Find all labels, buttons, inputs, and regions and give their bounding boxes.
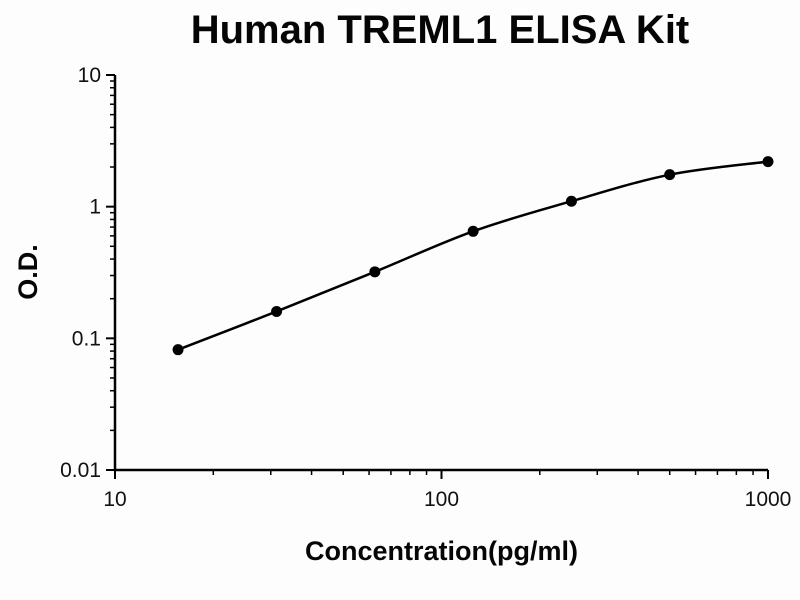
data-point — [664, 169, 676, 181]
data-point — [271, 305, 283, 317]
data-point — [762, 156, 774, 168]
x-tick-label: 10 — [103, 488, 126, 511]
data-point — [467, 225, 479, 237]
x-tick-label: 100 — [424, 488, 459, 511]
chart-title: Human TREML1 ELISA Kit — [190, 8, 690, 52]
data-point — [369, 266, 381, 278]
y-tick-label: 0.1 — [72, 327, 101, 350]
x-axis-label: Concentration(pg/ml) — [305, 536, 578, 566]
y-tick-label: 1 — [89, 196, 101, 219]
curve-line — [176, 160, 770, 351]
x-tick-label: 1000 — [745, 488, 792, 511]
data-point — [172, 344, 184, 356]
data-point — [565, 195, 577, 207]
y-tick-label: 10 — [78, 64, 101, 87]
y-tick-label: 0.01 — [60, 459, 101, 482]
axis-ticks: 10 100 1000 0.01 0.1 1 10 — [60, 64, 791, 511]
axis-lines — [113, 75, 768, 472]
